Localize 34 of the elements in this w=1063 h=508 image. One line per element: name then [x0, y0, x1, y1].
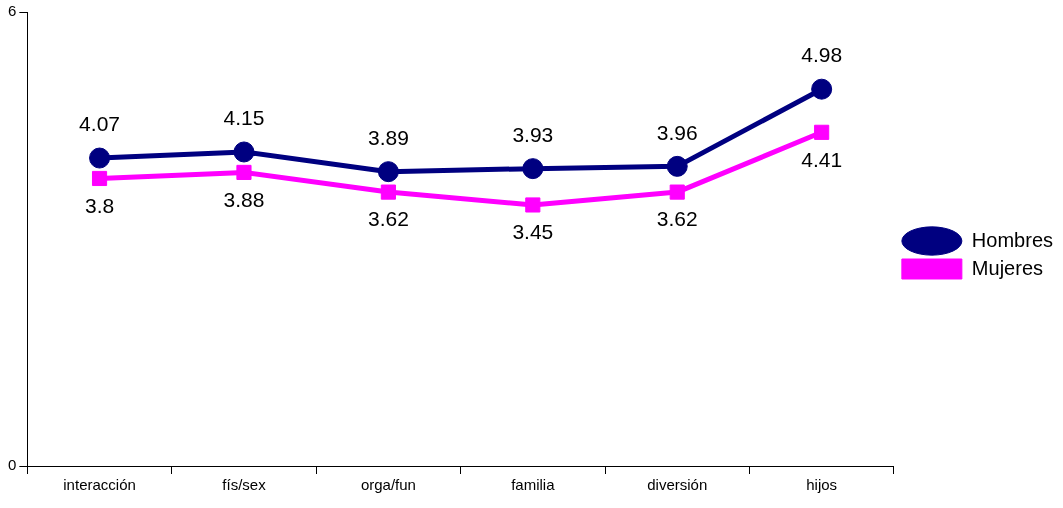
data-label: 4.98: [801, 43, 843, 67]
point: [814, 124, 830, 140]
point: [89, 147, 111, 169]
x-tick-label: familia: [511, 476, 556, 494]
point: [233, 141, 255, 163]
y-tick-label: 6: [8, 2, 17, 20]
data-label: 3.96: [656, 120, 698, 144]
point: [525, 197, 541, 213]
data-label: 3.88: [223, 187, 265, 211]
x-tick-label: interacción: [63, 476, 136, 494]
x-tick-label: orga/fun: [360, 476, 416, 494]
point: [666, 155, 688, 177]
point: [91, 170, 108, 187]
data-label: 3.8: [84, 193, 115, 217]
data-label: 3.45: [512, 220, 554, 244]
data-label: 3.89: [367, 125, 409, 149]
point: [380, 184, 396, 200]
data-label: 4.15: [223, 106, 265, 130]
x-tick-label: diversión: [647, 476, 708, 494]
x-tick-label: hijos: [806, 476, 838, 494]
data-label: 3.62: [656, 207, 698, 231]
data-label: 4.07: [79, 112, 120, 136]
point: [522, 158, 544, 180]
legend-label: Mujeres: [971, 256, 1044, 279]
data-label: 4.41: [801, 147, 843, 171]
y-tick-label: 0: [8, 456, 17, 474]
point: [377, 161, 399, 183]
point: [236, 164, 252, 180]
data-label: 3.93: [512, 122, 554, 146]
point: [669, 184, 685, 200]
legend-label: Hombres: [971, 228, 1054, 251]
point: [811, 78, 833, 100]
x-tick-label: fís/sex: [222, 476, 267, 494]
data-label: 3.62: [367, 207, 409, 231]
